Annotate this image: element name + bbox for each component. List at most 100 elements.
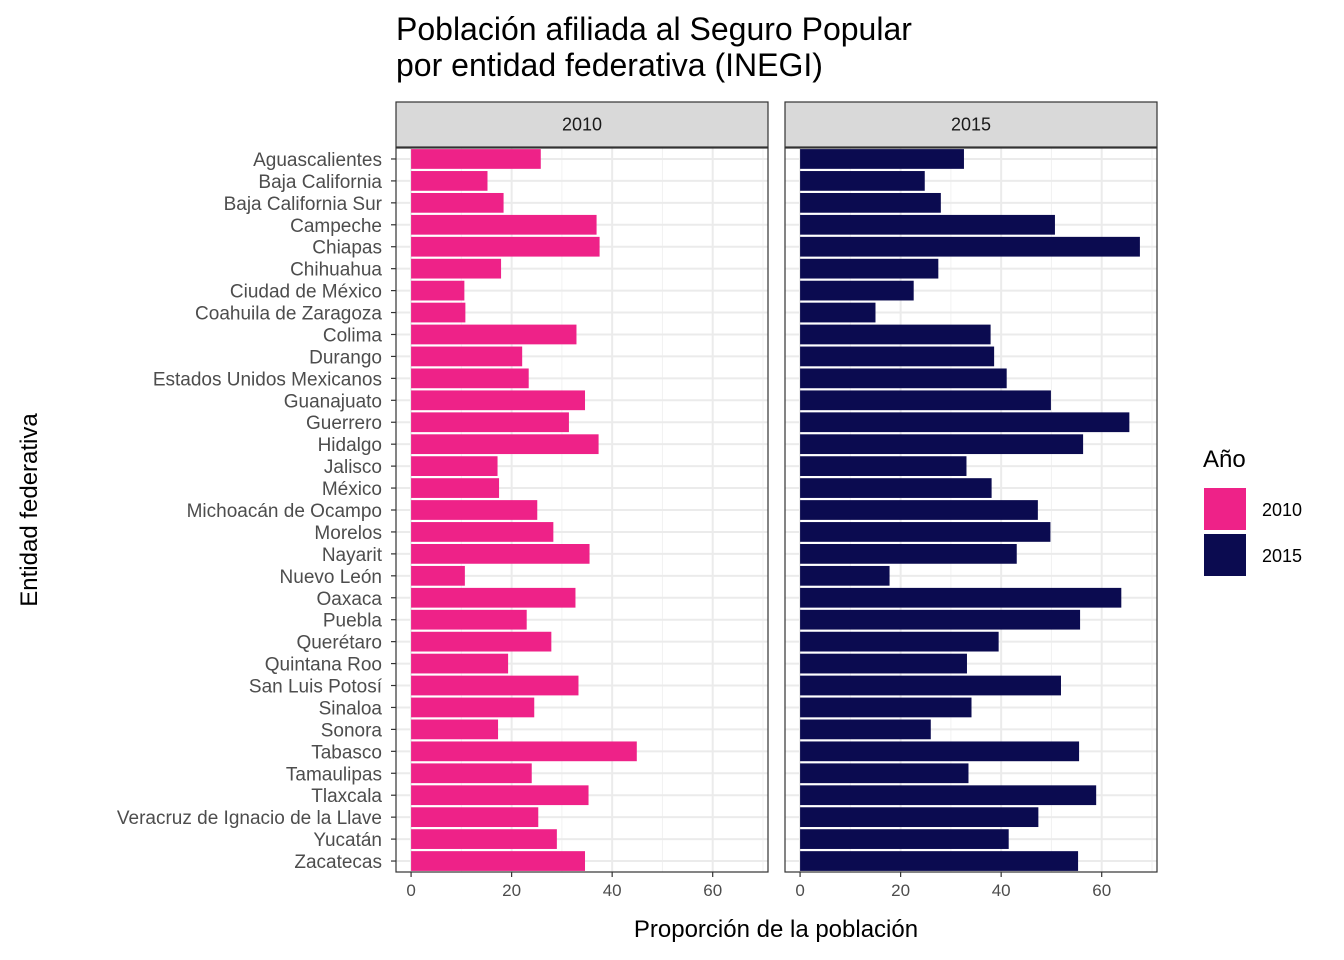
bar	[411, 785, 589, 806]
facet-strip	[395, 101, 769, 148]
bar	[411, 192, 504, 213]
bar	[411, 280, 465, 301]
y-tick-label: Baja California	[258, 172, 382, 193]
x-tick-label: 20	[502, 881, 521, 900]
legend-key	[1204, 534, 1246, 576]
bar	[800, 763, 969, 784]
chart-title-line: Población afiliada al Seguro Popular	[396, 11, 912, 47]
y-tick-label: Guerrero	[306, 413, 382, 434]
bar	[800, 653, 967, 674]
y-tick-label: Puebla	[323, 611, 383, 632]
bar	[411, 171, 488, 191]
bar	[800, 565, 890, 586]
bar	[411, 346, 523, 367]
legend-title: Año	[1203, 446, 1246, 473]
bar	[800, 522, 1051, 542]
legend-label: 2015	[1262, 546, 1302, 566]
bar	[411, 236, 600, 257]
bar	[411, 741, 637, 762]
y-tick-label: Tamaulipas	[286, 764, 382, 785]
bar	[800, 675, 1061, 696]
bar	[800, 500, 1038, 520]
y-tick-label: Aguascalientes	[253, 150, 382, 171]
panel-border	[784, 147, 1158, 873]
y-tick-label: Campeche	[290, 216, 382, 237]
bar	[411, 763, 532, 784]
x-tick-label: 60	[1092, 881, 1111, 900]
bar	[800, 280, 914, 301]
bar	[411, 851, 586, 871]
y-tick-label: Quintana Roo	[265, 655, 382, 676]
bar	[411, 829, 557, 849]
x-axis-title: Proporción de la población	[634, 916, 918, 943]
bar	[800, 214, 1055, 235]
bar	[411, 390, 586, 411]
bar	[800, 302, 876, 323]
bar	[800, 851, 1079, 871]
y-tick-label: San Luis Potosí	[249, 677, 383, 698]
bar	[411, 368, 529, 389]
bar	[411, 587, 576, 608]
x-tick-label: 40	[603, 881, 622, 900]
y-tick-label: Durango	[309, 347, 382, 368]
bar	[411, 258, 502, 279]
bar	[411, 500, 538, 520]
y-tick-label: Veracruz de Ignacio de la Llave	[117, 808, 382, 829]
bar	[800, 785, 1097, 806]
bar	[411, 653, 509, 674]
y-tick-label: Tlaxcala	[311, 786, 382, 807]
chart-title-line: por entidad federativa (INEGI)	[396, 47, 823, 83]
y-axis-title: Entidad federativa	[16, 413, 43, 607]
y-tick-label: Guanajuato	[284, 391, 382, 412]
bar	[800, 192, 941, 213]
bar	[411, 149, 541, 169]
bar	[411, 609, 527, 630]
y-tick-label: Morelos	[314, 523, 382, 544]
bar	[800, 456, 967, 476]
y-tick-label: Hidalgo	[318, 435, 382, 456]
y-tick-label: Michoacán de Ocampo	[187, 501, 382, 522]
bar	[800, 587, 1122, 608]
bar	[411, 565, 465, 586]
y-tick-label: Chihuahua	[290, 260, 382, 281]
bar	[411, 544, 590, 564]
legend-label: 2010	[1262, 500, 1302, 520]
bar	[800, 236, 1140, 257]
x-tick-label: 0	[406, 881, 415, 900]
bar	[800, 412, 1130, 433]
bar	[411, 412, 569, 433]
bar	[411, 697, 535, 718]
bar	[411, 478, 500, 498]
bar	[411, 631, 552, 652]
legend: Año 2010 2015	[1203, 446, 1302, 576]
y-tick-label: Estados Unidos Mexicanos	[153, 369, 382, 390]
bar	[800, 631, 999, 652]
bar	[800, 719, 931, 740]
bar	[800, 390, 1051, 411]
bar	[800, 478, 992, 498]
x-tick-label: 20	[891, 881, 910, 900]
facet-strip-label: 2015	[951, 115, 991, 135]
bar	[411, 456, 498, 476]
facet-panels: 2010 0 20 40 60 2015 0 20 40 60	[395, 101, 1158, 900]
y-tick-label: Coahuila de Zaragoza	[195, 304, 382, 325]
y-tick-label: Ciudad de México	[230, 282, 382, 303]
bar	[800, 346, 995, 367]
x-tick-label: 0	[795, 881, 804, 900]
bar	[800, 434, 1084, 455]
bar	[800, 368, 1007, 389]
y-tick-label: Sinaloa	[319, 698, 383, 719]
y-tick-label: Baja California Sur	[224, 194, 383, 215]
x-tick-label: 60	[703, 881, 722, 900]
y-tick-label: Zacatecas	[294, 852, 382, 873]
bar	[800, 741, 1080, 762]
bar	[800, 697, 972, 718]
bar	[800, 149, 964, 169]
bar	[411, 324, 577, 345]
chart-title: Población afiliada al Seguro Popular por …	[396, 11, 912, 83]
bar	[411, 434, 599, 455]
legend-key	[1204, 488, 1246, 530]
y-tick-label: Jalisco	[324, 457, 382, 478]
y-tick-label: Nayarit	[322, 545, 383, 566]
